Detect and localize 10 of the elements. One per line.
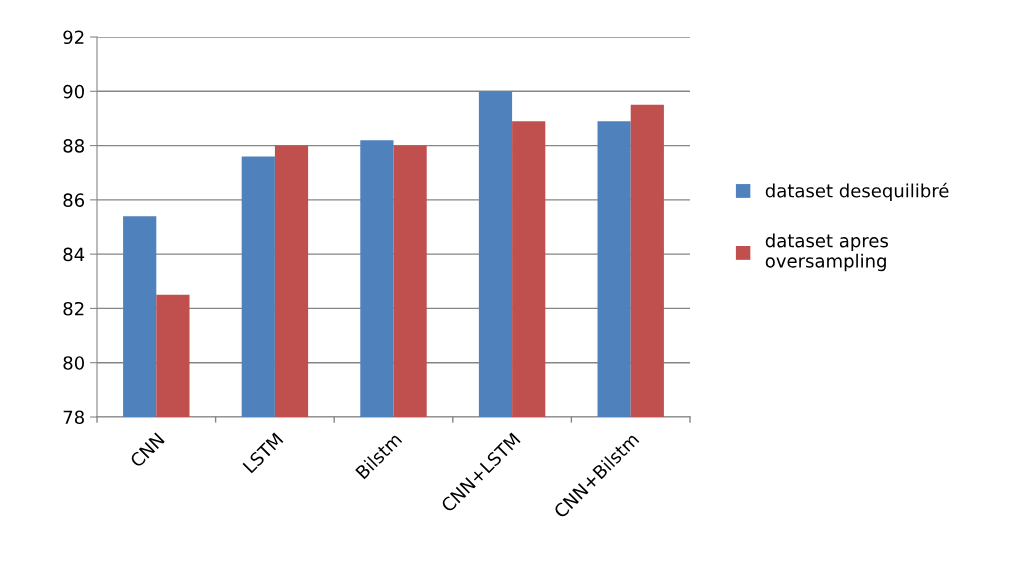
- y-tick-label: 80: [63, 356, 84, 370]
- y-tick-label: 78: [63, 410, 84, 425]
- y-tick-label: 88: [63, 139, 84, 153]
- y-tick-label: 90: [63, 84, 84, 99]
- y-tick-label: 82: [63, 301, 84, 316]
- y-tick-label: 92: [63, 30, 84, 45]
- y-tick-label: 86: [63, 193, 85, 207]
- legend-label: dataset desequilibré: [765, 182, 949, 201]
- legend-label: dataset apres oversampling: [765, 233, 888, 272]
- y-tick-label: 84: [63, 247, 85, 262]
